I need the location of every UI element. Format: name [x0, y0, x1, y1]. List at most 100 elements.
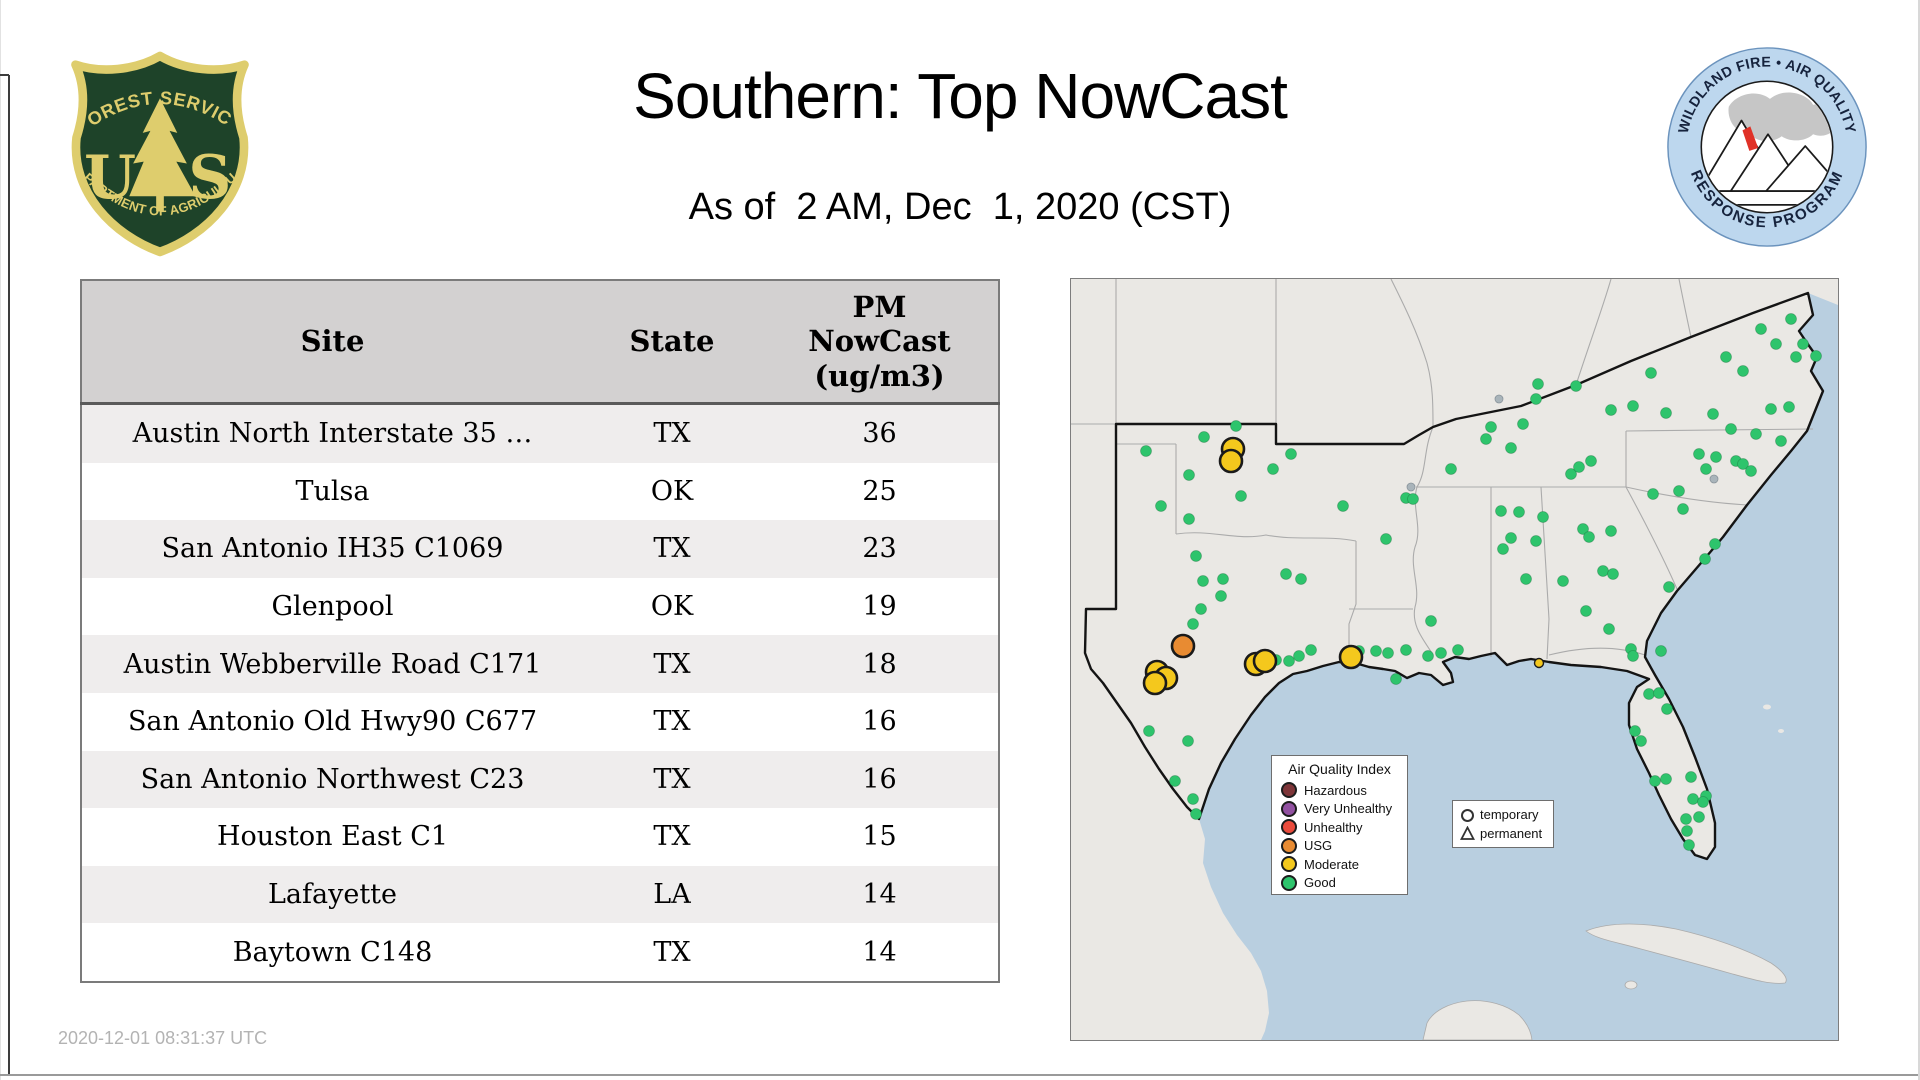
- column-header-pm-nowcast-ug-m3-: PM NowCast (ug/m3): [761, 280, 999, 405]
- station-good: [1285, 448, 1297, 460]
- station-good: [1435, 647, 1447, 659]
- cell-state: TX: [583, 635, 761, 693]
- viewer-left-border-corner: [0, 74, 9, 76]
- station-good: [1183, 513, 1195, 525]
- station-good: [1215, 590, 1227, 602]
- station-good: [1663, 581, 1675, 593]
- table-row: San Antonio IH35 C1069 TX 23: [81, 520, 999, 578]
- pine-tree-icon: [129, 98, 196, 212]
- cuba: [1585, 923, 1787, 984]
- station-good: [1677, 503, 1689, 515]
- station-good: [1537, 511, 1549, 523]
- station-good: [1530, 393, 1542, 405]
- fire-mark-icon: [1742, 126, 1759, 151]
- viewer-right-border: [1918, 0, 1920, 1080]
- station-good: [1505, 442, 1517, 454]
- station-inactive: [1709, 474, 1719, 484]
- cell-value: 25: [761, 462, 999, 521]
- cell-value: 36: [761, 403, 999, 463]
- station-good: [1755, 323, 1767, 335]
- station-good: [1217, 573, 1229, 585]
- station-moderate: [1252, 648, 1278, 674]
- station-good: [1627, 650, 1639, 662]
- station-good: [1495, 505, 1507, 517]
- station-moderate: [1142, 670, 1168, 696]
- station-dots: [1140, 313, 1822, 851]
- station-good: [1337, 500, 1349, 512]
- station-inactive: [1406, 482, 1416, 492]
- station-good: [1597, 565, 1609, 577]
- cell-state: TX: [583, 750, 761, 809]
- station-good: [1380, 533, 1392, 545]
- station-good: [1693, 448, 1705, 460]
- station-good: [1629, 725, 1641, 737]
- station-good: [1280, 568, 1292, 580]
- aqi-legend-label: Very Unhealthy: [1304, 801, 1393, 817]
- cell-state: TX: [583, 403, 761, 463]
- station-good: [1707, 408, 1719, 420]
- cell-site: San Antonio Northwest C23: [81, 750, 583, 809]
- station-inactive: [1494, 394, 1504, 404]
- permanent-marker-icon: [1460, 826, 1475, 840]
- station-good: [1685, 771, 1697, 783]
- station-good: [1382, 647, 1394, 659]
- station-good: [1182, 735, 1194, 747]
- cell-site: Austin Webberville Road C171: [81, 635, 583, 693]
- station-good: [1709, 538, 1721, 550]
- shield-letter-s: S: [188, 143, 231, 213]
- station-good: [1700, 463, 1712, 475]
- nowcast-table: Site State PM NowCast (ug/m3) Austin North I…: [80, 279, 1000, 983]
- station-good: [1293, 650, 1305, 662]
- table-row: San Antonio Old Hwy90 C677 TX 16: [81, 692, 999, 751]
- region-outline: [1083, 291, 1825, 861]
- station-good: [1190, 550, 1202, 562]
- station-good: [1513, 506, 1525, 518]
- station-good: [1530, 535, 1542, 547]
- station-usg: [1170, 633, 1196, 659]
- station-good: [1649, 775, 1661, 787]
- cell-site: San Antonio IH35 C1069: [81, 520, 583, 578]
- aqi-legend-label: Good: [1304, 875, 1336, 891]
- station-good: [1190, 808, 1202, 820]
- station-good: [1643, 688, 1655, 700]
- aqi-legend: Air Quality Index Hazardous Very Unhealth…: [1271, 755, 1408, 895]
- aqi-map: [1070, 278, 1839, 1041]
- cell-value: 23: [761, 520, 999, 578]
- station-good: [1140, 445, 1152, 457]
- station-good: [1445, 463, 1457, 475]
- cell-value: 18: [761, 635, 999, 693]
- aqi-legend-label: USG: [1304, 838, 1333, 854]
- cell-site: San Antonio Old Hwy90 C677: [81, 692, 583, 751]
- table-row: Baytown C148 TX 14: [81, 923, 999, 982]
- cell-value: 16: [761, 750, 999, 809]
- cell-site: Glenpool: [81, 577, 583, 636]
- station-good: [1497, 543, 1509, 555]
- viewer-left-border: [8, 75, 10, 1074]
- station-good: [1187, 793, 1199, 805]
- station-good: [1235, 490, 1247, 502]
- aqi-color-dot-icon: [1281, 874, 1297, 891]
- aqi-color-dot-icon: [1281, 800, 1297, 817]
- cell-site: Austin North Interstate 35 …: [81, 403, 583, 463]
- station-good: [1775, 435, 1787, 447]
- legend-row-permanent: permanent: [1460, 824, 1553, 843]
- table-row: Tulsa OK 25: [81, 462, 999, 521]
- yucatan: [1422, 1000, 1533, 1041]
- station-moderate: [1218, 448, 1244, 474]
- aqi-legend-item: Hazardous: [1281, 781, 1407, 800]
- station-good: [1197, 575, 1209, 587]
- station-good: [1661, 703, 1673, 715]
- aqi-color-dot-icon: [1281, 819, 1297, 836]
- station-good: [1583, 531, 1595, 543]
- cell-value: 15: [761, 808, 999, 866]
- station-good: [1198, 431, 1210, 443]
- station-good: [1452, 644, 1464, 656]
- station-good: [1687, 793, 1699, 805]
- aqi-legend-label: Unhealthy: [1304, 819, 1363, 835]
- cell-state: OK: [583, 462, 761, 521]
- table-row: Lafayette LA 14: [81, 865, 999, 924]
- column-header-site: Site: [81, 280, 583, 405]
- station-good: [1660, 407, 1672, 419]
- station-good: [1580, 605, 1592, 617]
- station-good: [1693, 811, 1705, 823]
